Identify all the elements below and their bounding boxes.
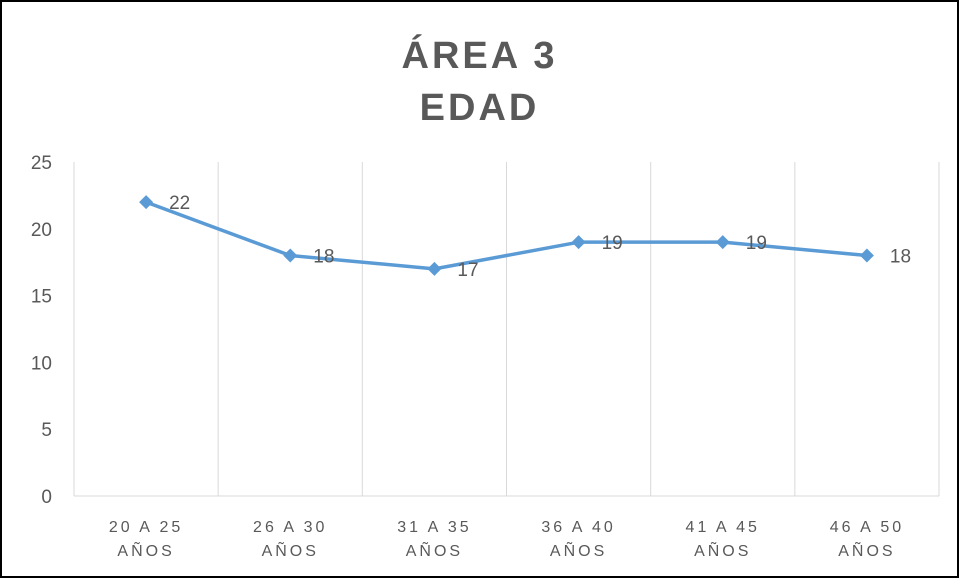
x-tick-label-line: 46 A 50 — [830, 519, 904, 536]
x-tick-label: 26 A 30 AÑOS — [253, 519, 327, 560]
data-label: 22 — [169, 193, 190, 214]
x-tick-label: 46 A 50 AÑOS — [830, 519, 904, 560]
x-tick-label-line: AÑOS — [550, 540, 607, 560]
data-point-marker — [139, 195, 154, 210]
chart-title-line-2: EDAD — [419, 87, 540, 129]
y-tick-label: 0 — [41, 487, 52, 508]
series-line — [144, 200, 869, 271]
y-tick-label: 25 — [31, 153, 52, 174]
x-tick-label-line: 41 A 45 — [686, 519, 760, 536]
data-label: 19 — [602, 233, 623, 254]
x-tick-label: 41 A 45 AÑOS — [686, 519, 760, 560]
y-axis-ticks: 0 5 10 15 20 25 — [31, 153, 52, 508]
gridlines — [73, 162, 940, 496]
x-tick-label-line: AÑOS — [406, 540, 463, 560]
data-point-marker — [427, 261, 442, 276]
x-tick-label-line: AÑOS — [117, 540, 174, 560]
x-tick-label: 36 A 40 AÑOS — [541, 519, 615, 560]
data-label: 17 — [457, 260, 478, 281]
x-tick-label: 20 A 25 AÑOS — [109, 519, 183, 560]
data-point-marker — [283, 248, 298, 263]
data-point-marker — [859, 248, 874, 263]
x-tick-label-line: AÑOS — [262, 540, 319, 560]
x-tick-label-line: 20 A 25 — [109, 519, 183, 536]
x-tick-label-line: 26 A 30 — [253, 519, 327, 536]
x-tick-label-line: AÑOS — [838, 540, 895, 560]
y-tick-label: 20 — [31, 220, 52, 241]
y-tick-label: 5 — [41, 420, 52, 441]
x-tick-label: 31 A 35 AÑOS — [397, 519, 471, 560]
chart-title: ÁREA 3 EDAD — [2, 30, 957, 134]
chart-title-line-1: ÁREA 3 — [401, 35, 558, 77]
y-tick-label: 15 — [31, 287, 52, 308]
series-group — [139, 195, 874, 276]
x-tick-label-line: 36 A 40 — [541, 519, 615, 536]
data-labels: 22 18 17 19 19 18 — [169, 193, 911, 281]
data-label: 18 — [890, 247, 911, 268]
data-point-marker — [715, 235, 730, 250]
y-tick-label: 10 — [31, 353, 52, 374]
x-tick-label-line: 31 A 35 — [397, 519, 471, 536]
data-label: 19 — [746, 233, 767, 254]
data-label: 18 — [313, 247, 334, 268]
x-tick-label-line: AÑOS — [694, 540, 751, 560]
data-point-marker — [571, 235, 586, 250]
